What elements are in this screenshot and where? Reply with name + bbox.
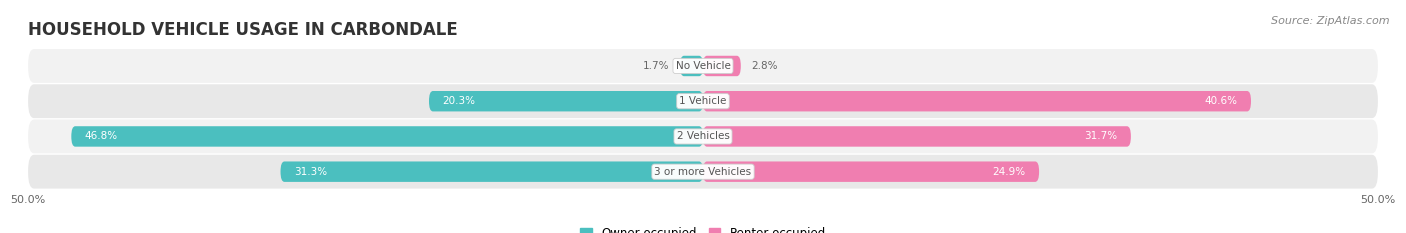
FancyBboxPatch shape	[681, 56, 703, 76]
Text: 20.3%: 20.3%	[443, 96, 475, 106]
Text: 24.9%: 24.9%	[993, 167, 1025, 177]
Text: HOUSEHOLD VEHICLE USAGE IN CARBONDALE: HOUSEHOLD VEHICLE USAGE IN CARBONDALE	[28, 21, 458, 39]
FancyBboxPatch shape	[703, 126, 1130, 147]
FancyBboxPatch shape	[28, 84, 1378, 118]
FancyBboxPatch shape	[281, 161, 703, 182]
Text: 1.7%: 1.7%	[643, 61, 669, 71]
FancyBboxPatch shape	[703, 91, 1251, 111]
Legend: Owner-occupied, Renter-occupied: Owner-occupied, Renter-occupied	[579, 227, 827, 233]
Text: No Vehicle: No Vehicle	[675, 61, 731, 71]
Text: 3 or more Vehicles: 3 or more Vehicles	[654, 167, 752, 177]
Text: 2.8%: 2.8%	[752, 61, 778, 71]
Text: 1 Vehicle: 1 Vehicle	[679, 96, 727, 106]
Text: 31.7%: 31.7%	[1084, 131, 1118, 141]
FancyBboxPatch shape	[28, 120, 1378, 153]
Text: 2 Vehicles: 2 Vehicles	[676, 131, 730, 141]
FancyBboxPatch shape	[28, 155, 1378, 188]
Text: 46.8%: 46.8%	[84, 131, 118, 141]
FancyBboxPatch shape	[703, 56, 741, 76]
FancyBboxPatch shape	[28, 49, 1378, 83]
Text: 31.3%: 31.3%	[294, 167, 328, 177]
FancyBboxPatch shape	[72, 126, 703, 147]
FancyBboxPatch shape	[429, 91, 703, 111]
Text: 40.6%: 40.6%	[1205, 96, 1237, 106]
Text: Source: ZipAtlas.com: Source: ZipAtlas.com	[1271, 16, 1389, 26]
FancyBboxPatch shape	[703, 161, 1039, 182]
